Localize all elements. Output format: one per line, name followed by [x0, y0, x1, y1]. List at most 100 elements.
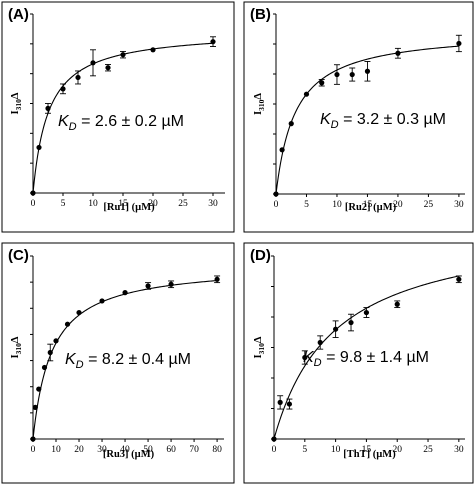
kd-annotation: KD = 2.6 ± 0.2 µM	[58, 113, 184, 133]
data-point	[60, 86, 66, 92]
data-point	[395, 50, 401, 56]
x-tick-label: 15	[363, 200, 373, 210]
data-point	[456, 40, 462, 47]
panel-label: (B)	[250, 6, 271, 23]
x-tick-label: 70	[189, 445, 199, 455]
y-label-sub: 310	[257, 343, 266, 355]
data-point	[349, 71, 355, 78]
kd-value: = 8.2 ± 0.4 µM	[84, 351, 191, 368]
kd-annotation: KD = 3.2 ± 0.3 µM	[320, 111, 446, 131]
x-tick-label: 30	[97, 445, 107, 455]
data-point	[36, 386, 42, 392]
data-point	[210, 39, 216, 45]
y-label-sub: 310	[14, 343, 23, 355]
data-point	[348, 319, 354, 326]
kd-subscript: D	[331, 119, 339, 131]
x-tick-label: 30	[208, 199, 218, 209]
data-point	[288, 121, 294, 127]
data-point	[279, 147, 285, 153]
x-axis-label: [Ru3] (µM)	[103, 449, 155, 460]
panel-1: 0 5 10 15 20 25 30 (A) KD = 2.6 ± 0.2 µM [Ru1] (µ…	[1, 1, 235, 233]
data-point	[122, 290, 128, 296]
kd-annotation: KD = 9.8 ± 1.4 µM	[303, 349, 429, 369]
data-point	[53, 338, 59, 344]
x-tick-label: 25	[424, 200, 434, 210]
y-label-suffix: Δ	[253, 336, 264, 343]
x-tick-label: 10	[331, 445, 341, 455]
data-point	[271, 436, 277, 442]
data-point	[334, 71, 340, 78]
x-tick-label: 40	[120, 445, 130, 455]
panel-frame	[1, 1, 235, 233]
data-point	[64, 321, 71, 327]
data-point	[286, 401, 293, 407]
panel-4: 0 5 10 15 20 25 30 (D) KD = 9.8 ± 1.4 µM [ThT] (µ…	[243, 242, 474, 484]
x-tick-label: 0	[274, 200, 279, 210]
x-tick-label: 25	[178, 199, 188, 209]
x-tick-label: 60	[166, 445, 176, 455]
panel-label: (C)	[8, 247, 29, 264]
data-point	[319, 80, 325, 86]
panel-2: 0 5 10 15 20 25 30 (B) KD = 3.2 ± 0.3 µM [Ru2] (µ…	[243, 1, 474, 233]
x-tick-label: 20	[393, 200, 403, 210]
x-tick-label: 20	[392, 445, 402, 455]
x-tick-label: 15	[118, 199, 128, 209]
data-point	[30, 190, 36, 196]
y-label-suffix: Δ	[10, 336, 21, 343]
x-tick-label: 10	[332, 200, 342, 210]
kd-annotation: KD = 8.2 ± 0.4 µM	[65, 351, 191, 371]
data-point	[394, 301, 400, 307]
x-axis-label: [ThT] (µM)	[343, 449, 396, 460]
data-point	[145, 283, 151, 289]
data-point	[75, 74, 81, 81]
panel-label: (A)	[8, 6, 29, 23]
kd-value: = 3.2 ± 0.3 µM	[339, 111, 446, 128]
data-point	[30, 436, 36, 442]
x-axis-label: [Ru1] (µM)	[103, 202, 155, 213]
y-axis-label: I310Δ	[10, 92, 23, 114]
data-point	[41, 364, 48, 371]
y-label-main: I	[10, 110, 21, 114]
data-point	[120, 52, 126, 58]
panel-frame	[1, 242, 235, 484]
x-tick-label: 5	[304, 200, 309, 210]
y-axis-label: I310Δ	[253, 93, 266, 115]
x-tick-label: 25	[423, 445, 433, 455]
panel-3: 0 10 20 30 40 50 60 70 80 (C) KD = 8.2 ± 0.4 µM [Ru…	[1, 242, 235, 484]
data-point	[333, 326, 339, 332]
x-tick-label: 15	[362, 445, 372, 455]
kd-symbol: K	[65, 351, 77, 368]
y-label-main: I	[253, 111, 264, 115]
x-tick-label: 0	[272, 445, 277, 455]
x-tick-label: 10	[51, 445, 61, 455]
data-point	[76, 309, 82, 316]
y-label-sub: 310	[257, 99, 266, 111]
x-tick-label: 20	[74, 445, 84, 455]
data-point	[303, 91, 310, 97]
kd-value: = 2.6 ± 0.2 µM	[77, 113, 184, 130]
data-point	[317, 339, 323, 346]
data-point	[99, 298, 105, 304]
data-point	[32, 404, 38, 410]
y-label-main: I	[10, 354, 21, 358]
data-point	[456, 276, 462, 282]
x-tick-label: 20	[148, 199, 158, 209]
y-axis-label: I310Δ	[10, 336, 23, 358]
x-tick-label: 0	[31, 199, 36, 209]
x-tick-label: 50	[143, 445, 153, 455]
panel-frame	[243, 1, 474, 233]
kd-value: = 9.8 ± 1.4 µM	[322, 349, 429, 366]
y-axis-label: I310Δ	[253, 336, 266, 358]
x-tick-label: 5	[61, 199, 66, 209]
data-point	[364, 68, 371, 74]
kd-subscript: D	[314, 357, 322, 369]
x-tick-label: 10	[88, 199, 98, 209]
panel-label: (D)	[250, 247, 271, 264]
y-label-sub: 310	[14, 99, 23, 111]
data-point	[302, 354, 308, 361]
data-point	[105, 65, 111, 71]
x-tick-label: 0	[31, 445, 36, 455]
kd-subscript: D	[76, 359, 84, 371]
x-tick-label: 80	[212, 445, 222, 455]
